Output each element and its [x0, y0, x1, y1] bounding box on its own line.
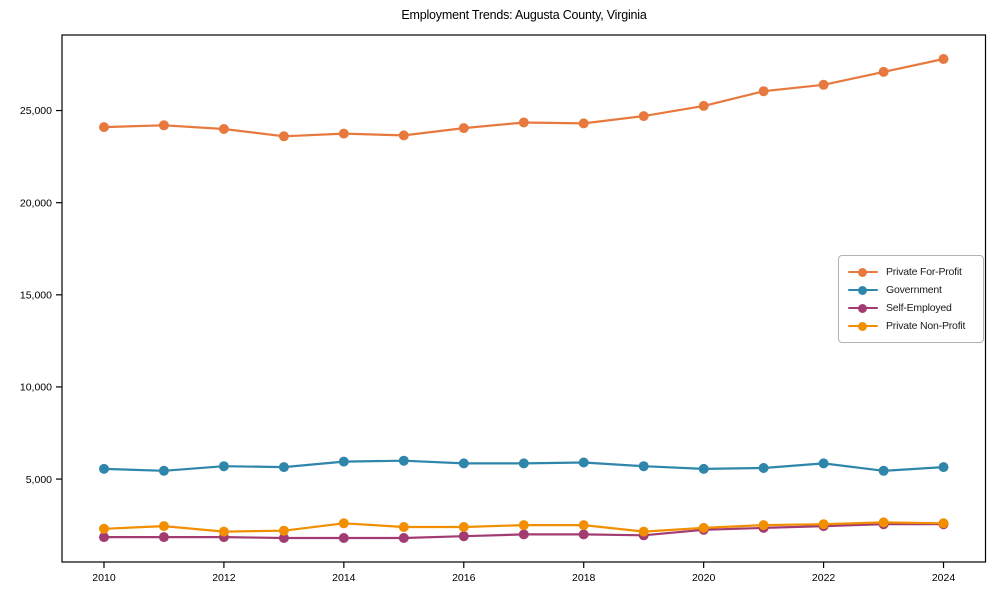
data-point-government	[518, 458, 529, 469]
data-point-private-non-profit	[458, 522, 469, 532]
data-point-private-for-profit	[938, 54, 949, 64]
data-point-government	[398, 455, 409, 466]
line-dot-marker-icon	[848, 303, 878, 313]
data-point-private-non-profit	[638, 526, 649, 537]
data-point-private-for-profit	[458, 123, 469, 134]
data-point-private-for-profit	[818, 79, 829, 90]
data-point-private-non-profit	[578, 520, 589, 531]
data-point-self-employed	[398, 533, 409, 543]
legend-label: Government	[886, 284, 942, 296]
y-tick-label: 25,000	[20, 105, 52, 117]
data-point-private-for-profit	[698, 100, 709, 111]
data-point-private-for-profit	[158, 120, 169, 131]
x-tick-label: 2022	[812, 572, 836, 584]
data-point-government	[878, 465, 889, 476]
data-point-self-employed	[99, 532, 109, 543]
data-point-government	[458, 458, 469, 469]
data-point-private-non-profit	[518, 520, 529, 531]
data-point-private-non-profit	[218, 526, 229, 537]
data-point-private-for-profit	[578, 118, 589, 129]
line-dot-marker-icon	[848, 285, 878, 295]
data-point-government	[758, 463, 769, 473]
x-tick-label: 2024	[932, 572, 956, 584]
data-point-private-for-profit	[218, 124, 229, 134]
data-point-self-employed	[578, 529, 589, 540]
data-point-self-employed	[338, 533, 349, 543]
data-point-government	[818, 458, 829, 469]
x-tick-label: 2010	[92, 572, 116, 584]
data-point-private-for-profit	[338, 128, 349, 139]
legend-label: Private Non-Profit	[886, 320, 966, 332]
legend-label: Private For-Profit	[886, 266, 962, 278]
legend-item-private-non-profit: Private Non-Profit	[848, 317, 974, 335]
data-point-government	[158, 465, 169, 476]
data-point-private-non-profit	[698, 522, 709, 533]
data-point-private-non-profit	[758, 520, 769, 531]
x-tick-label: 2012	[212, 572, 236, 584]
data-point-government	[638, 461, 649, 472]
y-tick-label: 15,000	[20, 290, 52, 302]
x-tick-label: 2018	[572, 572, 596, 584]
plot-border	[61, 34, 987, 563]
data-point-private-non-profit	[938, 518, 949, 529]
legend: Private For-Profit Government Self-Emplo…	[838, 255, 984, 343]
data-point-government	[218, 461, 229, 472]
data-point-private-non-profit	[99, 523, 109, 534]
y-tick-label: 10,000	[20, 382, 52, 394]
legend-item-private-for-profit: Private For-Profit	[848, 263, 974, 281]
data-point-private-non-profit	[818, 519, 829, 530]
y-tick-label: 20,000	[20, 197, 52, 209]
data-point-private-for-profit	[758, 86, 769, 97]
data-point-private-for-profit	[99, 122, 109, 133]
data-point-private-non-profit	[338, 518, 349, 529]
data-point-self-employed	[518, 529, 529, 540]
data-point-private-non-profit	[158, 521, 169, 532]
data-point-private-for-profit	[638, 111, 649, 122]
data-point-self-employed	[158, 532, 169, 543]
data-point-private-for-profit	[878, 66, 889, 77]
data-point-private-non-profit	[398, 522, 409, 532]
data-point-government	[578, 457, 589, 468]
line-dot-marker-icon	[848, 267, 878, 277]
data-point-private-for-profit	[278, 131, 289, 142]
legend-item-government: Government	[848, 281, 974, 299]
y-tick-label: 5,000	[26, 474, 52, 486]
data-point-government	[99, 463, 109, 474]
legend-item-self-employed: Self-Employed	[848, 299, 974, 317]
data-point-private-for-profit	[518, 117, 529, 128]
legend-label: Self-Employed	[886, 302, 952, 314]
data-point-government	[338, 456, 349, 467]
chart-title: Employment Trends: Augusta County, Virgi…	[401, 8, 647, 22]
x-tick-label: 2016	[452, 572, 476, 584]
data-point-self-employed	[458, 531, 469, 542]
data-point-government	[698, 463, 709, 474]
line-dot-marker-icon	[848, 321, 878, 331]
data-point-private-non-profit	[278, 525, 289, 536]
x-tick-label: 2014	[332, 572, 356, 584]
data-point-self-employed	[278, 533, 289, 543]
data-point-private-non-profit	[878, 517, 889, 528]
data-point-government	[938, 462, 949, 473]
data-point-government	[278, 462, 289, 473]
x-tick-label: 2020	[692, 572, 716, 584]
data-point-private-for-profit	[398, 130, 409, 141]
